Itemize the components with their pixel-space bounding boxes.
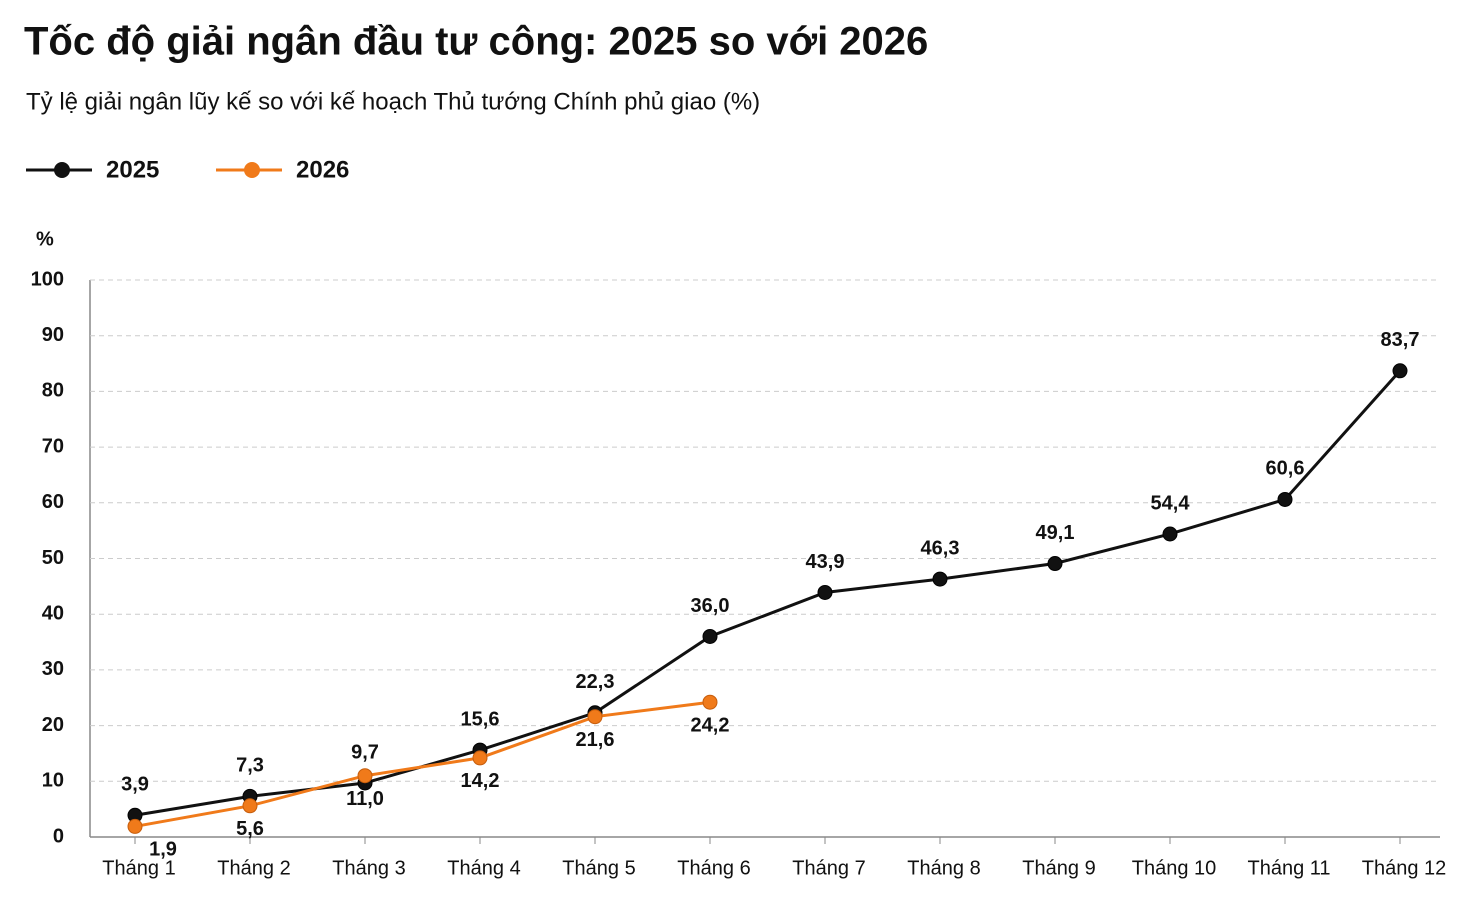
x-tick-label: Tháng 3 xyxy=(332,857,405,879)
x-tick-label: Tháng 9 xyxy=(1022,857,1095,879)
data-label: 54,4 xyxy=(1151,492,1191,514)
x-tick-label: Tháng 12 xyxy=(1362,857,1447,879)
data-point xyxy=(242,798,258,814)
legend-marker xyxy=(244,162,260,178)
data-label: 22,3 xyxy=(576,671,615,693)
data-point xyxy=(127,818,143,834)
data-label: 1,9 xyxy=(149,839,177,861)
data-label: 14,2 xyxy=(461,770,500,792)
data-label: 7,3 xyxy=(236,755,264,777)
y-tick-label: 0 xyxy=(53,825,64,847)
chart-subtitle: Tỷ lệ giải ngân lũy kế so với kế hoạch T… xyxy=(26,88,760,115)
legend-label: 2025 xyxy=(106,156,159,183)
legend-label: 2026 xyxy=(296,156,349,183)
data-point xyxy=(1392,363,1408,379)
y-tick-label: 30 xyxy=(42,658,64,680)
data-point xyxy=(1162,526,1178,542)
y-tick-label: 50 xyxy=(42,547,64,569)
series-line xyxy=(134,369,1402,817)
data-point xyxy=(1277,491,1293,507)
data-label: 43,9 xyxy=(806,551,845,573)
x-tick-label: Tháng 6 xyxy=(677,857,750,879)
x-tick-label: Tháng 11 xyxy=(1247,857,1330,879)
data-point xyxy=(357,768,373,784)
data-point xyxy=(587,709,603,725)
data-label: 11,0 xyxy=(346,788,384,810)
data-label: 9,7 xyxy=(351,741,379,763)
data-label: 5,6 xyxy=(236,818,264,840)
x-tick-label: Tháng 2 xyxy=(217,857,290,879)
data-label: 24,2 xyxy=(691,714,730,736)
data-point xyxy=(702,694,718,710)
x-tick-label: Tháng 7 xyxy=(792,857,865,879)
data-label: 49,1 xyxy=(1036,522,1075,544)
y-tick-label: 70 xyxy=(42,435,64,457)
data-label: 3,9 xyxy=(121,774,149,796)
x-tick-label: Tháng 10 xyxy=(1132,857,1217,879)
y-tick-label: 20 xyxy=(42,714,64,736)
series-line xyxy=(134,700,711,828)
y-tick-label: 10 xyxy=(42,770,64,792)
x-tick-label: Tháng 5 xyxy=(562,857,635,879)
y-tick-label: 90 xyxy=(42,324,64,346)
data-point xyxy=(817,584,833,600)
y-tick-label: 60 xyxy=(42,491,64,513)
data-point xyxy=(702,628,718,644)
data-label: 36,0 xyxy=(691,595,730,617)
x-tick-label: Tháng 8 xyxy=(907,857,980,879)
data-label: 83,7 xyxy=(1381,329,1420,351)
y-tick-label: 40 xyxy=(42,602,64,624)
data-label: 60,6 xyxy=(1266,458,1305,480)
y-axis-label: % xyxy=(36,228,54,250)
data-point xyxy=(932,571,948,587)
data-label: 21,6 xyxy=(576,729,615,751)
y-tick-label: 80 xyxy=(42,380,64,402)
y-tick-label: 100 xyxy=(31,268,64,290)
data-label: 46,3 xyxy=(921,537,960,559)
x-tick-label: Tháng 1 xyxy=(102,857,175,879)
x-tick-label: Tháng 4 xyxy=(447,857,520,879)
chart-title: Tốc độ giải ngân đầu tư công: 2025 so vớ… xyxy=(24,20,928,64)
data-point xyxy=(472,750,488,766)
legend-marker xyxy=(54,162,70,178)
data-point xyxy=(1047,556,1063,572)
data-label: 15,6 xyxy=(461,708,500,730)
